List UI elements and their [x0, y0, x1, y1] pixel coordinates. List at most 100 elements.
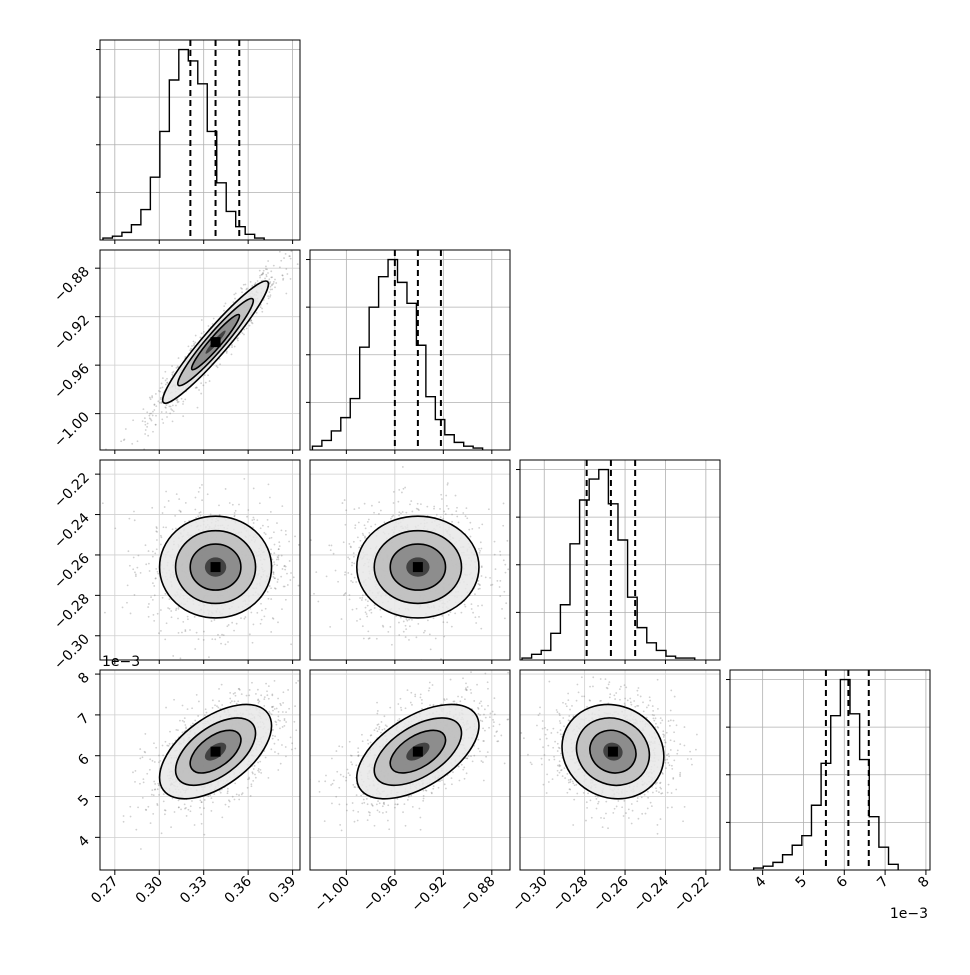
scatter-point — [246, 516, 248, 518]
scatter-point — [382, 625, 384, 627]
scatter-point — [451, 626, 453, 628]
scatter-point — [253, 624, 255, 626]
scatter-point — [231, 346, 233, 348]
scatter-point — [423, 798, 425, 800]
scatter-point — [218, 688, 220, 690]
scatter-point — [279, 728, 281, 730]
scatter-point — [172, 420, 174, 422]
scatter-point — [144, 733, 146, 735]
scatter-point — [370, 609, 372, 611]
scatter-point — [271, 713, 273, 715]
scatter-point — [370, 741, 372, 743]
scatter-point — [268, 698, 270, 700]
scatter-point — [142, 420, 144, 422]
scatter-point — [182, 731, 184, 733]
scatter-point — [169, 598, 171, 600]
scatter-point — [417, 623, 419, 625]
scatter-point — [144, 421, 146, 423]
scatter-point — [525, 548, 527, 550]
scatter-point — [302, 248, 304, 250]
scatter-point — [182, 401, 184, 403]
scatter-point — [344, 499, 346, 501]
scatter-point — [358, 522, 360, 524]
scatter-point — [398, 622, 400, 624]
scatter-point — [231, 700, 233, 702]
scatter-point — [353, 562, 355, 564]
scatter-point — [503, 591, 505, 593]
scatter-point — [153, 781, 155, 783]
scatter-point — [302, 567, 304, 569]
scatter-point — [364, 524, 366, 526]
scatter-point — [478, 548, 480, 550]
scatter-point — [223, 634, 225, 636]
scatter-point — [347, 557, 349, 559]
scatter-point — [231, 344, 233, 346]
scatter-point — [445, 788, 447, 790]
scatter-point — [130, 816, 132, 818]
scatter-point — [409, 625, 411, 627]
scatter-point — [285, 530, 287, 532]
scatter-point — [405, 618, 407, 620]
scatter-point — [504, 617, 506, 619]
scatter-point — [285, 746, 287, 748]
scatter-point — [163, 800, 165, 802]
scatter-point — [397, 703, 399, 705]
scatter-point — [427, 619, 429, 621]
scatter-point — [405, 625, 407, 627]
scatter-point — [274, 563, 276, 565]
scatter-point — [419, 808, 421, 810]
scatter-point — [288, 541, 290, 543]
scatter-point — [178, 806, 180, 808]
scatter-point — [350, 761, 352, 763]
scatter-point — [161, 383, 163, 385]
scatter-point — [225, 643, 227, 645]
scatter-point — [176, 608, 178, 610]
scatter-point — [411, 511, 413, 513]
scatter-point — [265, 757, 267, 759]
scatter-point — [272, 735, 274, 737]
scatter-point — [194, 342, 196, 344]
scatter-point — [175, 367, 177, 369]
scatter-point — [367, 600, 369, 602]
scatter-point — [392, 515, 394, 517]
scatter-point — [282, 691, 284, 693]
scatter-point — [278, 711, 280, 713]
scatter-point — [505, 602, 507, 604]
scatter-point — [170, 826, 172, 828]
scatter-point — [455, 495, 457, 497]
scatter-point — [393, 502, 395, 504]
scatter-point — [135, 829, 137, 831]
scatter-point — [199, 487, 201, 489]
scatter-point — [239, 689, 241, 691]
scatter-point — [174, 515, 176, 517]
scatter-point — [474, 616, 476, 618]
scatter-point — [279, 251, 281, 253]
scatter-point — [214, 619, 216, 621]
scatter-point — [350, 580, 352, 582]
scatter-point — [376, 702, 378, 704]
scatter-point — [484, 673, 486, 675]
scatter-point — [149, 397, 151, 399]
scatter-point — [253, 519, 255, 521]
panel-frame — [100, 40, 300, 240]
scatter-point — [145, 429, 147, 431]
scatter-point — [200, 515, 202, 517]
scatter-point — [280, 260, 282, 262]
scatter-point — [285, 756, 287, 758]
scatter-point — [501, 608, 503, 610]
scatter-point — [451, 783, 453, 785]
scatter-point — [411, 704, 413, 706]
scatter-point — [277, 621, 279, 623]
scatter-point — [270, 598, 272, 600]
scatter-point — [200, 813, 202, 815]
scatter-point — [264, 278, 266, 280]
scatter-point — [102, 502, 104, 504]
scatter-point — [400, 512, 402, 514]
scatter-point — [164, 371, 166, 373]
scatter-point — [280, 576, 282, 578]
scatter-point — [165, 527, 167, 529]
scatter-point — [259, 502, 261, 504]
scatter-point — [471, 528, 473, 530]
scatter-point — [315, 571, 317, 573]
scatter-point — [267, 260, 269, 262]
